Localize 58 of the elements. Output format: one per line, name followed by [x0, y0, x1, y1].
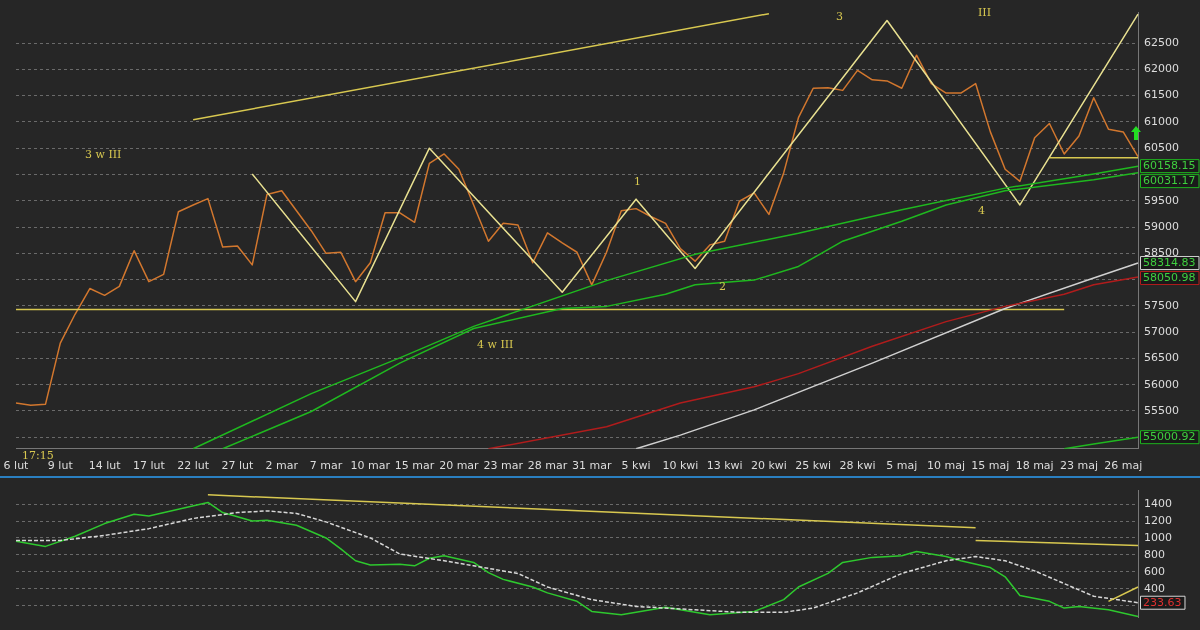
x-tick-label: 20 mar	[439, 459, 480, 473]
x-tick-label: 23 maj	[1059, 459, 1098, 473]
data-label: 58050.98	[1143, 270, 1196, 284]
x-tick-label: 15 mar	[394, 459, 435, 473]
x-tick-label: 15 maj	[971, 459, 1010, 473]
x-tick-label: 28 kwi	[839, 459, 876, 473]
x-tick-label: 20 kwi	[750, 459, 787, 473]
y-tick-label: 55500	[1144, 403, 1179, 417]
text: 17:15	[22, 448, 54, 462]
x-tick-label: 31 mar	[572, 459, 612, 473]
x-tick-label: 28 mar	[527, 459, 568, 473]
y-tick-label: 56500	[1144, 351, 1179, 365]
annotation: 3 w III	[85, 147, 122, 161]
x-tick-label: 23 mar	[483, 459, 524, 473]
x-tick-label: 6 lut	[3, 459, 30, 473]
x-tick-label: 27 lut	[221, 459, 255, 473]
x-tick-label: 10 maj	[927, 459, 966, 473]
annotation: 4	[978, 203, 985, 217]
y-tick-label: 62000	[1144, 62, 1179, 76]
x-tick-label: 14 lut	[88, 459, 122, 473]
data-label: 58314.83	[1143, 255, 1196, 269]
x-tick-label: 13 kwi	[706, 459, 743, 473]
x-tick-label: 5 kwi	[621, 459, 651, 473]
y-tick-label: 60500	[1144, 141, 1179, 155]
data-label: 60158.15	[1143, 159, 1196, 173]
x-tick-label: 2 mar	[265, 459, 299, 473]
annotation: 3	[836, 9, 843, 23]
y-tick-label: 400	[1144, 581, 1165, 595]
x-tick-label: 5 maj	[886, 459, 918, 473]
y-tick-label: 61000	[1144, 114, 1179, 128]
y-tick-label: 1400	[1144, 496, 1172, 510]
data-label: 55000.92	[1143, 430, 1196, 444]
y-tick-label: 57500	[1144, 298, 1179, 312]
y-tick-label: 62500	[1144, 35, 1179, 49]
annotation: III	[978, 5, 992, 19]
y-tick-label: 56000	[1144, 377, 1179, 391]
y-tick-label: 59000	[1144, 219, 1179, 233]
x-tick-label: 18 maj	[1015, 459, 1054, 473]
x-tick-label: 17 lut	[132, 459, 166, 473]
y-tick-label: 61500	[1144, 88, 1179, 102]
data-label: 60031.17	[1143, 174, 1196, 188]
x-tick-label: 26 maj	[1104, 459, 1143, 473]
y-tick-label: 57000	[1144, 324, 1179, 338]
x-tick-label: 10 kwi	[662, 459, 699, 473]
x-tick-label: 10 mar	[350, 459, 391, 473]
y-tick-label: 59500	[1144, 193, 1179, 207]
data-label: 233.63	[1143, 595, 1182, 609]
x-tick-label: 7 mar	[309, 459, 343, 473]
y-tick-label: 1200	[1144, 513, 1172, 527]
y-tick-label: 600	[1144, 564, 1165, 578]
annotation: 2	[719, 279, 726, 293]
x-tick-label: 22 lut	[177, 459, 210, 473]
annotation: 1	[634, 174, 641, 188]
y-tick-label: 800	[1144, 547, 1165, 561]
annotation: 4 w III	[477, 337, 514, 351]
x-tick-label: 25 kwi	[795, 459, 832, 473]
x-tick-label: 9 lut	[47, 459, 74, 473]
y-tick-label: 1000	[1144, 530, 1172, 544]
